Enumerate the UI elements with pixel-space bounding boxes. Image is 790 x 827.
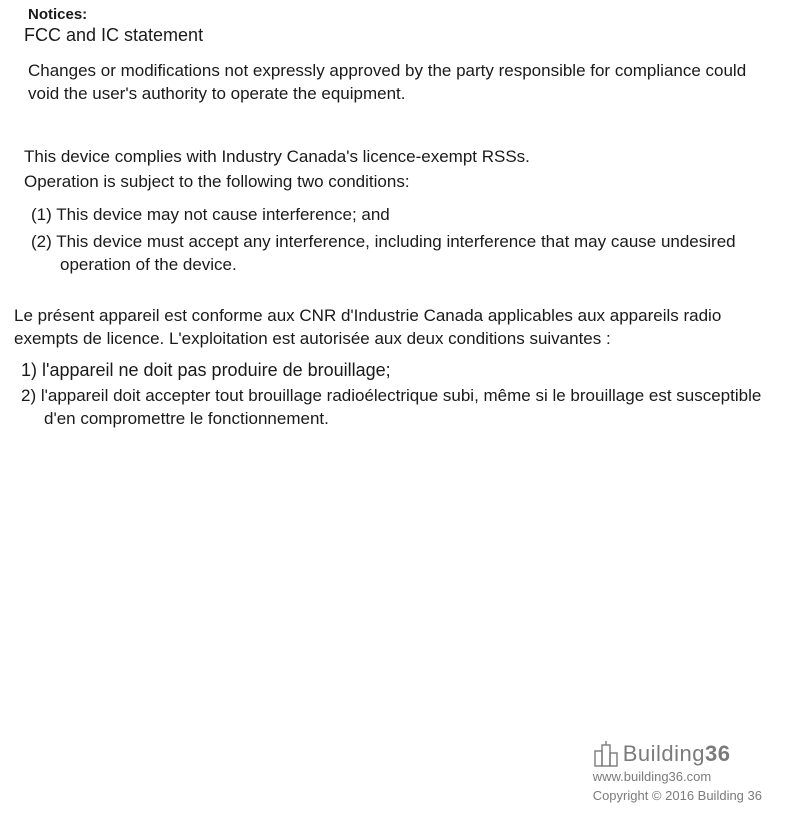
en-condition-2: (2) This device must accept any interfer… [20,231,780,277]
logo-word-building: Building [623,741,705,766]
document-page: Notices: FCC and IC statement Changes or… [0,0,790,827]
fr-condition-1: 1) l'appareil ne doit pas produire de br… [12,358,780,382]
fr-paragraph: Le présent appareil est conforme aux CNR… [14,305,780,351]
ic-compliance-line2: Operation is subject to the following tw… [24,171,780,194]
footer-copyright: Copyright © 2016 Building 36 [593,788,762,803]
footer-logo: Building36 [593,741,762,767]
en-condition-1: (1) This device may not cause interferen… [20,204,780,227]
fcc-ic-subheading: FCC and IC statement [24,25,780,46]
building-icon [593,741,619,767]
footer-url: www.building36.com [593,769,762,784]
logo-text: Building36 [623,741,731,767]
notices-label: Notices: [28,6,780,23]
fr-condition-2: 2) l'appareil doit accepter tout brouill… [12,385,780,431]
logo-word-36: 36 [705,741,730,766]
ic-compliance-line1: This device complies with Industry Canad… [24,146,780,169]
changes-paragraph: Changes or modifications not expressly a… [28,60,780,106]
footer: Building36 www.building36.com Copyright … [593,741,762,803]
